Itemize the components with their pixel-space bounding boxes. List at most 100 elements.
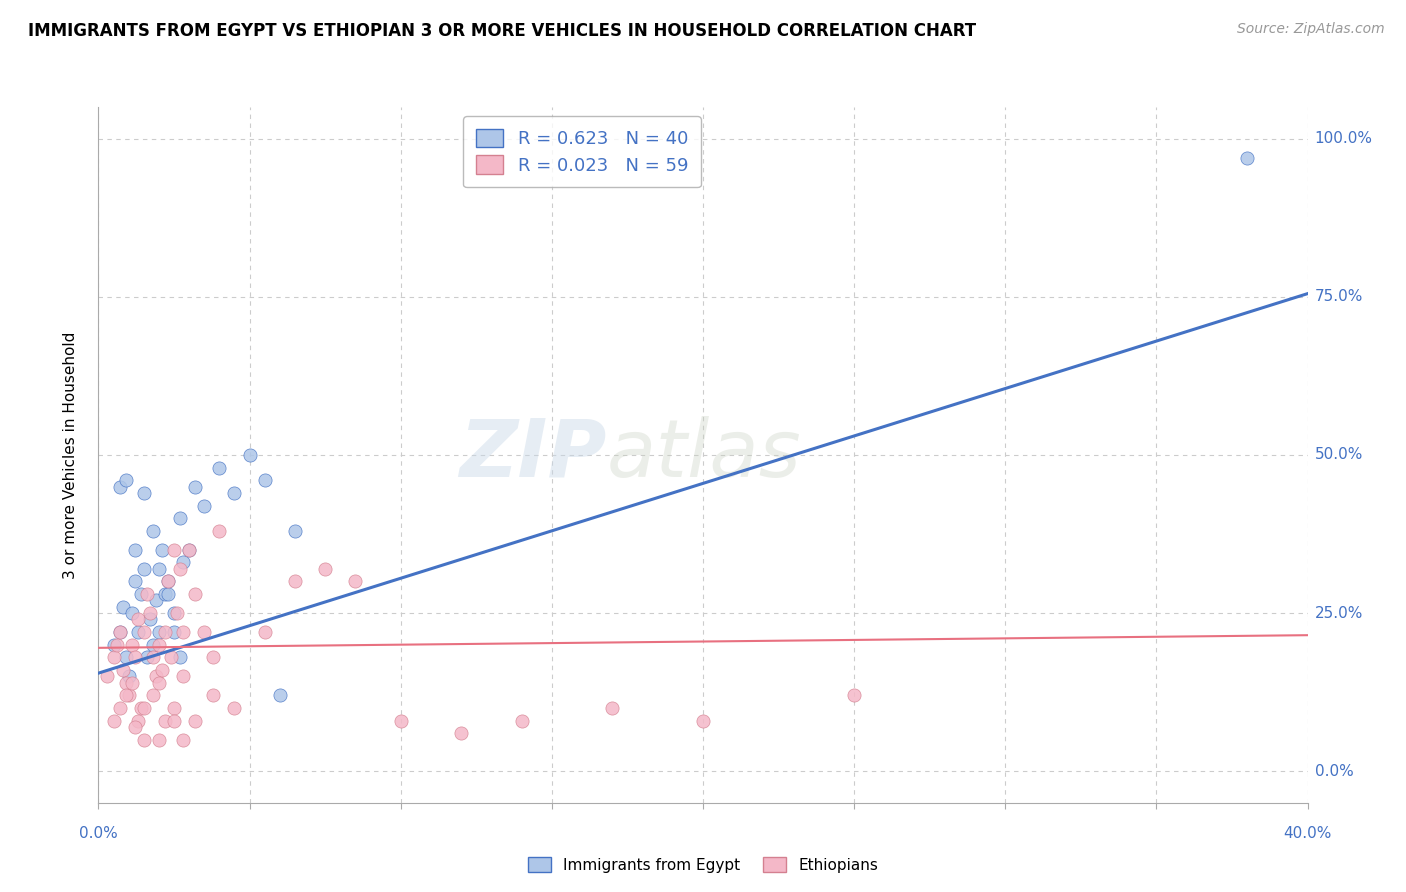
Point — [692, 714, 714, 728]
Point — [129, 701, 152, 715]
Point — [139, 606, 162, 620]
Point — [148, 675, 170, 690]
Point — [108, 701, 131, 715]
Point — [163, 625, 186, 640]
Point — [510, 714, 533, 728]
Point — [135, 587, 157, 601]
Text: 100.0%: 100.0% — [1315, 131, 1372, 146]
Point — [132, 486, 155, 500]
Point — [150, 663, 173, 677]
Point — [172, 625, 194, 640]
Point — [177, 542, 201, 557]
Point — [450, 726, 472, 740]
Point — [148, 562, 170, 576]
Point — [184, 479, 207, 493]
Point — [127, 714, 149, 728]
Point — [96, 669, 118, 683]
Y-axis label: 3 or more Vehicles in Household: 3 or more Vehicles in Household — [63, 331, 77, 579]
Point — [184, 714, 207, 728]
Point — [132, 732, 155, 747]
Point — [602, 701, 624, 715]
Point — [129, 587, 152, 601]
Point — [844, 688, 866, 702]
Point — [132, 701, 155, 715]
Point — [184, 587, 207, 601]
Text: 0.0%: 0.0% — [79, 827, 118, 841]
Point — [145, 593, 167, 607]
Point — [111, 599, 134, 614]
Point — [153, 587, 176, 601]
Point — [314, 562, 336, 576]
Point — [142, 524, 165, 538]
Point — [224, 486, 246, 500]
Point — [169, 511, 191, 525]
Point — [208, 524, 231, 538]
Point — [132, 625, 155, 640]
Point — [169, 562, 191, 576]
Point — [121, 606, 143, 620]
Point — [148, 625, 170, 640]
Point — [108, 625, 131, 640]
Point — [156, 574, 179, 589]
Point — [148, 732, 170, 747]
Text: ZIP: ZIP — [458, 416, 606, 494]
Point — [269, 688, 291, 702]
Legend: Immigrants from Egypt, Ethiopians: Immigrants from Egypt, Ethiopians — [522, 850, 884, 879]
Point — [172, 669, 194, 683]
Point — [118, 669, 141, 683]
Point — [127, 625, 149, 640]
Point — [202, 688, 225, 702]
Point — [160, 650, 183, 665]
Point — [132, 562, 155, 576]
Point — [253, 625, 276, 640]
Point — [148, 638, 170, 652]
Point — [105, 638, 128, 652]
Point — [156, 574, 179, 589]
Point — [135, 650, 157, 665]
Text: 75.0%: 75.0% — [1315, 289, 1362, 304]
Point — [142, 688, 165, 702]
Point — [114, 473, 136, 487]
Point — [114, 650, 136, 665]
Point — [114, 675, 136, 690]
Point — [103, 650, 125, 665]
Point — [124, 720, 146, 734]
Point — [193, 499, 215, 513]
Point — [153, 714, 176, 728]
Point — [284, 574, 307, 589]
Point — [124, 542, 146, 557]
Point — [1236, 151, 1258, 165]
Point — [156, 587, 179, 601]
Text: atlas: atlas — [606, 416, 801, 494]
Point — [193, 625, 215, 640]
Point — [108, 625, 131, 640]
Point — [111, 663, 134, 677]
Point — [150, 542, 173, 557]
Point — [239, 448, 262, 462]
Point — [114, 688, 136, 702]
Point — [344, 574, 367, 589]
Point — [208, 460, 231, 475]
Point — [172, 732, 194, 747]
Point — [202, 650, 225, 665]
Point — [166, 606, 188, 620]
Point — [121, 638, 143, 652]
Point — [142, 650, 165, 665]
Point — [163, 542, 186, 557]
Point — [124, 650, 146, 665]
Point — [177, 542, 201, 557]
Point — [139, 612, 162, 626]
Point — [163, 701, 186, 715]
Text: Source: ZipAtlas.com: Source: ZipAtlas.com — [1237, 22, 1385, 37]
Point — [224, 701, 246, 715]
Point — [127, 612, 149, 626]
Text: 50.0%: 50.0% — [1315, 448, 1362, 462]
Point — [153, 625, 176, 640]
Point — [145, 669, 167, 683]
Text: 0.0%: 0.0% — [1315, 764, 1354, 779]
Text: 40.0%: 40.0% — [1284, 827, 1331, 841]
Point — [389, 714, 412, 728]
Point — [163, 714, 186, 728]
Point — [103, 714, 125, 728]
Point — [169, 650, 191, 665]
